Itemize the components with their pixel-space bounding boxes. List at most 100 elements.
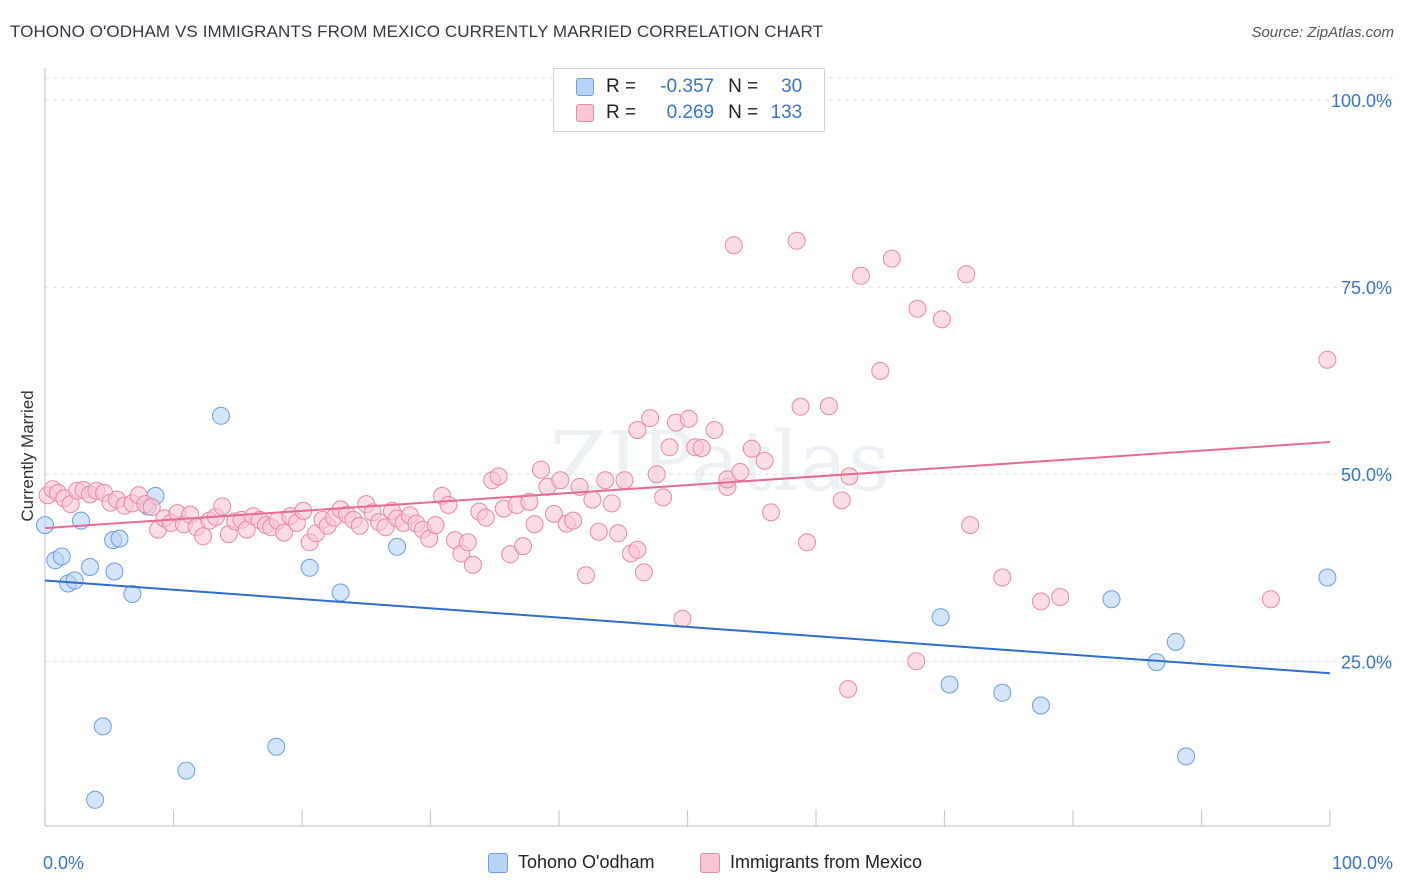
legend-r-label: R = (606, 76, 637, 97)
legend-n-label: N = (728, 102, 759, 123)
legend-row-tohono: R = -0.357 N = 30 (576, 74, 802, 100)
scatter-point (300, 558, 319, 577)
scatter-point (142, 498, 161, 517)
scatter-point (520, 492, 539, 511)
scatter-point (679, 409, 698, 428)
scatter-point (577, 566, 595, 585)
scatter-point (1031, 696, 1050, 715)
scatter-point (458, 533, 477, 552)
y-tick-label: 50.0% (1341, 465, 1392, 485)
y-tick-label: 75.0% (1341, 278, 1392, 298)
scatter-point (275, 523, 293, 542)
scatter-point (177, 761, 196, 780)
scatter-point (86, 790, 105, 809)
bottom-legend-swatch-mexico (700, 852, 720, 873)
scatter-point (628, 421, 647, 439)
scatter-point (1177, 747, 1196, 766)
scatter-point (514, 537, 532, 556)
scatter-point (1318, 568, 1337, 587)
scatter-point (819, 397, 838, 416)
scatter-point (961, 516, 980, 535)
scatter-point (1102, 590, 1121, 609)
scatter-point (654, 488, 673, 507)
scatter-point (832, 491, 851, 510)
scatter-point (791, 397, 810, 416)
y-tick-label: 100.0% (1331, 91, 1392, 111)
scatter-point (463, 555, 482, 574)
scatter-point (931, 608, 950, 627)
scatter-point (544, 504, 563, 523)
scatter-point (525, 515, 544, 534)
scatter-point (1031, 592, 1050, 611)
scatter-point (882, 249, 901, 268)
scatter-point (731, 463, 750, 481)
scatter-point (993, 683, 1012, 702)
scatter-point (267, 737, 286, 756)
legend-n-value: 30 (781, 76, 803, 97)
scatter-point (932, 310, 951, 329)
scatter-point (724, 236, 743, 255)
bottom-legend-swatch-tohono (488, 852, 508, 873)
gridlines (45, 77, 1395, 662)
legend-r-label: R = (606, 102, 637, 123)
chart-title: TOHONO O'ODHAM VS IMMIGRANTS FROM MEXICO… (10, 22, 824, 41)
trend-line (44, 441, 1331, 530)
scatter-point (589, 522, 608, 541)
bottom-legend-label-mexico: Immigrants from Mexico (730, 852, 923, 872)
legend-n-value: 133 (770, 102, 803, 123)
scatter-point (532, 460, 550, 479)
source-label: Source: ZipAtlas.com (1251, 24, 1394, 41)
scatter-point (388, 537, 407, 556)
scatter-point (105, 562, 124, 581)
scatter-point (331, 583, 350, 602)
scatter-point (93, 717, 112, 736)
legend-r-value: 0.269 (666, 102, 715, 123)
y-tick-label: 25.0% (1341, 652, 1392, 672)
scatter-point (692, 439, 711, 457)
scatter-point (602, 494, 621, 513)
scatter-point (439, 495, 458, 514)
scatter-point (660, 438, 679, 457)
scatter-point (212, 406, 230, 425)
bottom-legend-tohono: Tohono O'odham (488, 852, 655, 873)
scatter-point (957, 265, 976, 284)
scatter-point (641, 409, 660, 428)
scatter-point (839, 680, 858, 698)
scatter-point (123, 585, 142, 603)
scatter-point (787, 231, 806, 250)
scatter-point (907, 652, 926, 671)
scatter-point (940, 675, 959, 694)
scatter-point (1261, 590, 1280, 609)
scatter-point (350, 516, 369, 535)
scatter-point (1318, 350, 1337, 369)
scatter-point (615, 471, 634, 490)
scatter-point (65, 571, 84, 590)
scatter-point (609, 524, 628, 543)
scatter-point (1051, 588, 1070, 606)
scatter-point (81, 558, 99, 576)
scatter-point (489, 467, 508, 486)
scatter-point (840, 467, 859, 486)
scatter-point (628, 540, 647, 559)
scatter-point (755, 451, 774, 470)
scatter-point (110, 529, 129, 548)
scatter-point (908, 299, 927, 318)
scatter-point (673, 609, 692, 628)
scatter-point (426, 516, 445, 535)
tick-labels: 25.0% 50.0% 75.0% 100.0% 0.0% 100.0% (43, 91, 1393, 873)
scatter-point (1166, 632, 1185, 651)
scatter-point (798, 533, 816, 552)
x-tick-label: 0.0% (43, 853, 84, 873)
trend-line (44, 579, 1331, 675)
scatter-point (742, 439, 761, 458)
scatter-point (993, 568, 1012, 587)
scatter-point (501, 545, 520, 564)
scatter-point (564, 511, 583, 530)
scatter-point (871, 361, 890, 380)
trend-lines (44, 441, 1331, 675)
scatter-point (647, 465, 666, 484)
x-tick-label: 100.0% (1332, 853, 1393, 873)
scatter-point (213, 497, 232, 516)
scatter-point (596, 471, 615, 490)
